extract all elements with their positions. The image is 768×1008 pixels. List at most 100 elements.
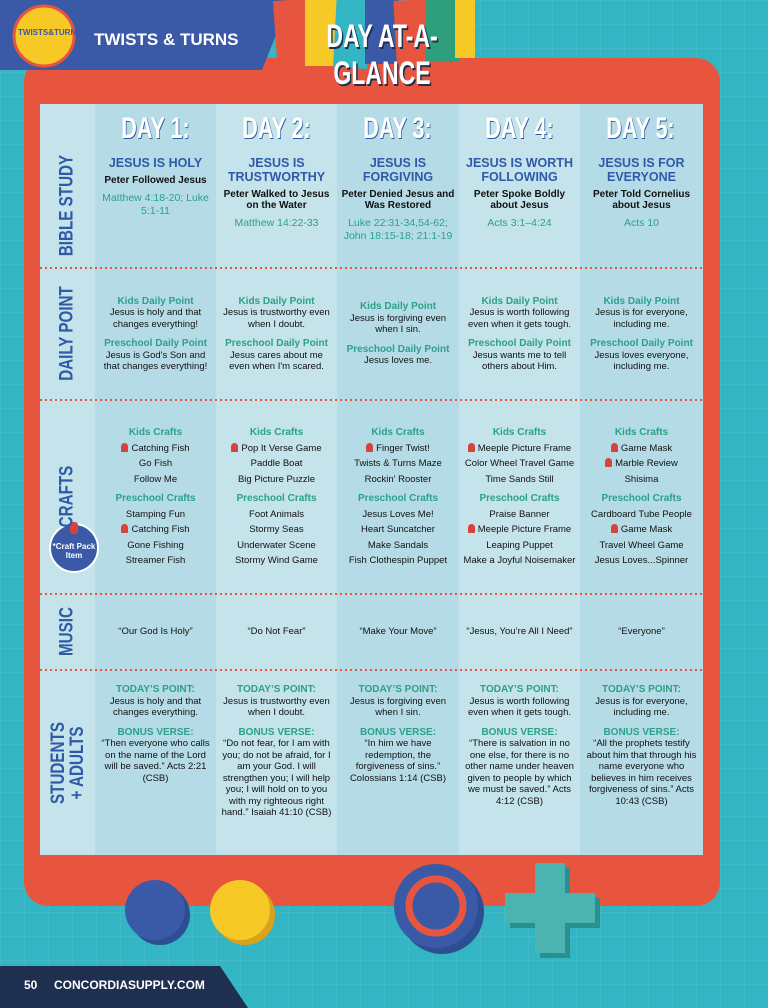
- craft-name: Streamer Fish: [125, 555, 186, 567]
- craft-item: Heart Suncatcher: [361, 524, 435, 536]
- craft-name: Make a Joyful Noisemaker: [463, 555, 576, 567]
- cell: Kids Crafts Meeple Picture Frame Color Whe…: [459, 400, 580, 594]
- point: Jesus is holy and that changes everythin…: [109, 695, 202, 719]
- preschool-heading: Preschool Daily Point: [468, 338, 571, 349]
- craft-item: Twists & Turns Maze: [354, 458, 442, 470]
- day-heading: DAY 4:: [485, 112, 554, 145]
- craft-item: Big Picture Puzzle: [238, 474, 315, 486]
- preschool-point: Jesus wants me to tell others about Him.: [472, 349, 567, 373]
- craft-name: Make Sandals: [367, 539, 429, 551]
- kids-point: Jesus is for everyone, including me.: [595, 307, 688, 330]
- craft-item: Marble Review: [605, 458, 678, 470]
- craft-item: Underwater Scene: [237, 540, 316, 552]
- story: Peter Followed Jesus: [104, 175, 207, 186]
- verse-heading: BONUS VERSE:: [238, 726, 315, 738]
- preschool-heading: Preschool Crafts: [479, 493, 560, 505]
- craft-name: Paddle Boat: [250, 458, 303, 470]
- story: Peter Told Cornelius about Jesus: [592, 189, 691, 211]
- craft-name: Travel Wheel Game: [599, 539, 684, 551]
- footer-band: [0, 966, 248, 1008]
- cell: TODAY’S POINT: Jesus is worth following e…: [459, 670, 580, 855]
- kids-point: Jesus is forgiving even when I sin.: [349, 312, 447, 336]
- craft-item: Make Sandals: [368, 540, 428, 552]
- craft-item: Paddle Boat: [251, 458, 303, 470]
- craft-name: Praise Banner: [489, 508, 550, 520]
- song: “Jesus, You’re All I Need”: [466, 626, 573, 638]
- page-title: DAY AT-A-GLANCE: [326, 18, 438, 91]
- craft-item: Meeple Picture Frame: [467, 524, 571, 536]
- theme: JESUS IS FORGIVING: [362, 156, 434, 184]
- craft-pack-icon: [467, 442, 475, 452]
- point: Jesus is worth following even when it ge…: [468, 695, 571, 719]
- cell: JESUS IS WORTH FOLLOWING Peter Spoke Bold…: [459, 150, 580, 268]
- kids-heading: Kids Crafts: [249, 427, 304, 439]
- point: Jesus is for everyone, including me.: [595, 695, 688, 719]
- craft-item: Travel Wheel Game: [599, 540, 683, 552]
- kids-heading: Kids Daily Point: [238, 295, 315, 307]
- craft-name: Twists & Turns Maze: [354, 458, 442, 470]
- logo-badge: [12, 4, 76, 68]
- preschool-heading: Preschool Daily Point: [590, 338, 693, 349]
- row-label: CRAFTS: [56, 465, 78, 528]
- craft-name: Shisima: [624, 473, 659, 485]
- cell: Kids Crafts Game Mask Marble Review Shisima…: [580, 400, 703, 594]
- verse-heading: BONUS VERSE:: [117, 726, 194, 738]
- reference: Matthew 14:22-33: [234, 217, 319, 229]
- craft-item: Make a Joyful Noisemaker: [464, 555, 576, 567]
- verse: “In him we have redemption, the forgiven…: [349, 738, 447, 784]
- craft-name: Heart Suncatcher: [361, 524, 435, 536]
- craft-item: Shisima: [625, 474, 659, 486]
- craft-item: Game Mask: [610, 442, 672, 455]
- craft-name: Marble Review: [615, 458, 678, 470]
- preschool-heading: Preschool Crafts: [115, 493, 196, 505]
- logo-text: TWISTS&TURNS: [18, 28, 82, 37]
- day-heading: DAY 3:: [363, 112, 432, 145]
- craft-item: Pop It Verse Game: [231, 442, 322, 455]
- verse: “Do not fear, for I am with you; do not …: [221, 738, 332, 818]
- kids-heading: Kids Crafts: [371, 427, 425, 439]
- preschool-point: Jesus cares about me even when I'm scare…: [229, 349, 324, 373]
- reference: Acts 10: [623, 217, 660, 229]
- craft-pack-icon: [70, 522, 78, 534]
- verse: “All the prophets testify about him that…: [586, 738, 697, 807]
- day-heading: DAY 2:: [242, 112, 311, 145]
- verse: “Then everyone who calls on the name of …: [101, 738, 210, 784]
- cell: Kids Daily Point Jesus is holy and that c…: [95, 268, 216, 400]
- story: Peter Spoke Boldly about Jesus: [473, 189, 566, 211]
- kids-heading: Kids Daily Point: [603, 295, 680, 307]
- cell: TODAY’S POINT: Jesus is forgiving even wh…: [337, 670, 459, 855]
- craft-item: Rockin' Rooster: [365, 474, 432, 486]
- preschool-heading: Preschool Crafts: [357, 493, 439, 505]
- craft-name: Color Wheel Travel Game: [464, 458, 575, 470]
- preschool-heading: Preschool Daily Point: [346, 343, 450, 355]
- craft-name: Rockin' Rooster: [364, 473, 432, 485]
- craft-name: Pop It Verse Game: [241, 442, 322, 454]
- craft-item: Go Fish: [139, 458, 172, 470]
- craft-item: Catching Fish: [121, 524, 190, 536]
- cell: Kids Crafts Finger Twist! Twists & Turns M…: [337, 400, 459, 594]
- craft-item: Follow Me: [134, 474, 177, 486]
- kids-heading: Kids Daily Point: [481, 295, 558, 307]
- craft-name: Time Sands Still: [485, 473, 554, 485]
- craft-pack-icon: [121, 524, 129, 534]
- craft-name: Go Fish: [138, 458, 173, 470]
- craft-pack-icon: [610, 442, 618, 452]
- cell: Kids Crafts Catching Fish Go Fish Follow Me…: [95, 400, 216, 594]
- cell: TODAY’S POINT: Jesus is holy and that cha…: [95, 670, 216, 855]
- theme: JESUS IS HOLY: [108, 156, 203, 170]
- column-shade: [95, 104, 216, 855]
- craft-item: Cardboard Tube People: [591, 509, 692, 521]
- dpad: [505, 863, 595, 953]
- song: “Our God Is Holy”: [118, 626, 193, 638]
- preschool-heading: Preschool Daily Point: [104, 338, 207, 349]
- cell: Kids Daily Point Jesus is worth following…: [459, 268, 580, 400]
- story: Peter Denied Jesus and Was Restored: [341, 189, 455, 211]
- preschool-heading: Preschool Crafts: [236, 493, 317, 505]
- song: “Everyone”: [618, 626, 665, 638]
- craft-item: Leaping Puppet: [486, 540, 553, 552]
- reference: Matthew 4:18-20; Luke 5:1-11: [102, 192, 209, 217]
- craft-name: Underwater Scene: [237, 539, 316, 551]
